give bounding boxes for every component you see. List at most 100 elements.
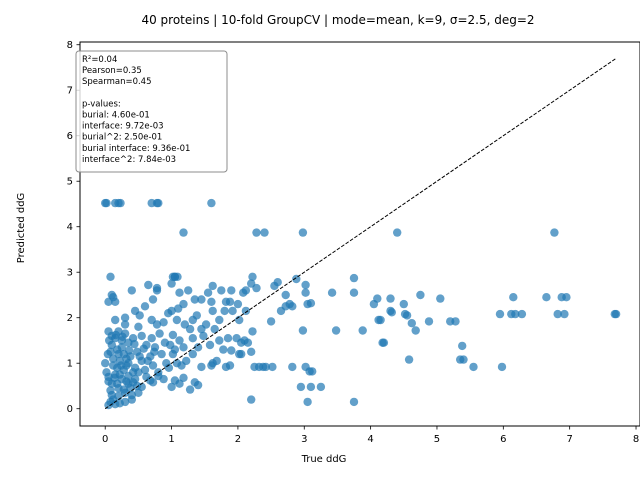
data-point [147, 334, 156, 343]
data-point [387, 308, 396, 317]
data-point [127, 286, 136, 295]
y-axis-label: Predicted ddG [16, 193, 27, 264]
data-point [193, 343, 203, 352]
data-point [140, 302, 150, 311]
data-point [237, 349, 246, 359]
data-point [193, 380, 203, 390]
data-point [119, 385, 128, 394]
data-point [199, 331, 208, 341]
data-point [288, 302, 297, 311]
data-point [298, 326, 308, 335]
data-point [168, 349, 178, 359]
data-point [179, 343, 188, 352]
data-point [248, 272, 257, 281]
data-point [458, 341, 467, 351]
data-point [208, 306, 217, 316]
data-point [197, 295, 206, 304]
data-point [130, 339, 139, 349]
data-point [110, 373, 119, 382]
data-point [172, 315, 182, 325]
data-point [212, 356, 221, 366]
data-point [114, 349, 123, 359]
data-point [175, 288, 184, 297]
data-point [252, 228, 261, 237]
data-point [292, 274, 301, 284]
data-point [495, 309, 505, 319]
data-point [175, 336, 184, 345]
data-point [208, 281, 217, 291]
data-point [560, 309, 569, 319]
data-point [124, 371, 133, 381]
data-point [252, 283, 261, 293]
data-point [207, 198, 216, 208]
data-point [152, 283, 162, 293]
y-tick-label: 7 [67, 86, 73, 97]
data-point [306, 382, 316, 392]
data-point [111, 330, 121, 340]
points-layer [101, 198, 621, 410]
data-point [266, 317, 276, 326]
data-point [386, 294, 395, 303]
data-point [197, 362, 206, 372]
data-point [393, 228, 402, 237]
data-point [104, 297, 113, 306]
data-point [167, 279, 176, 288]
data-point [170, 272, 180, 281]
y-tick-label: 2 [67, 313, 73, 324]
data-point [243, 338, 253, 347]
data-point [241, 286, 251, 295]
data-point [157, 349, 166, 359]
data-point [148, 295, 158, 304]
data-point [137, 331, 146, 341]
plot-frame [79, 41, 640, 427]
data-point [106, 272, 115, 281]
stats-line: Spearman=0.45 [82, 77, 152, 87]
data-point [373, 294, 382, 303]
data-point [298, 228, 308, 237]
data-point [155, 329, 164, 338]
data-point [184, 286, 193, 295]
data-point [301, 288, 310, 297]
data-point [260, 228, 269, 237]
data-point [117, 343, 127, 352]
data-point [407, 319, 416, 328]
data-point [120, 313, 130, 322]
y-tick-label: 1 [67, 359, 73, 370]
data-point [308, 367, 317, 376]
data-point [459, 355, 468, 364]
data-point [220, 306, 229, 316]
data-point [134, 322, 143, 331]
x-tick-label: 6 [500, 434, 506, 445]
data-point [233, 299, 243, 309]
y-tick-label: 0 [67, 404, 73, 415]
data-point [152, 320, 162, 329]
x-tick-label: 8 [633, 434, 639, 445]
data-point [215, 336, 224, 345]
x-tick-label: 5 [434, 434, 440, 445]
data-point [349, 397, 359, 407]
data-point [102, 198, 111, 208]
data-point [316, 382, 326, 392]
data-point [144, 280, 153, 290]
x-tick-label: 3 [301, 434, 307, 445]
y-tick-label: 4 [67, 222, 73, 233]
data-point [268, 362, 277, 372]
data-point [143, 356, 152, 366]
data-point [379, 338, 389, 347]
data-point [128, 378, 138, 387]
data-point [109, 361, 118, 370]
y-axis: 0 1 2 3 4 5 6 7 8 [67, 40, 80, 415]
data-point [203, 288, 213, 297]
data-point [102, 368, 111, 377]
data-point [215, 315, 224, 325]
stats-line: burial interface: 9.36e-01 [82, 144, 190, 154]
data-point [167, 306, 176, 316]
data-point [281, 302, 290, 311]
data-point [301, 280, 310, 290]
x-tick-label: 1 [168, 434, 174, 445]
stats-line: burial: 4.60e-01 [82, 111, 150, 121]
data-point [241, 306, 251, 316]
data-point [179, 228, 188, 237]
data-point [103, 349, 113, 359]
